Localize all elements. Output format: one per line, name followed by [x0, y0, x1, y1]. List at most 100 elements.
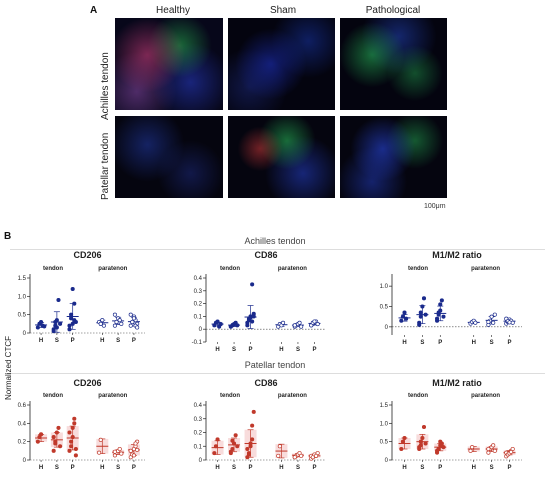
data-point [73, 446, 78, 452]
data-point [505, 452, 510, 457]
data-point [53, 441, 58, 446]
data-point [58, 321, 63, 326]
data-point [505, 319, 510, 325]
data-point [299, 324, 304, 329]
data-point [277, 322, 282, 327]
data-point [418, 443, 423, 448]
chart-title: M1/M2 ratio [432, 378, 482, 388]
data-point [67, 448, 72, 453]
y-tick-label: 0.5 [380, 305, 389, 311]
data-point [51, 327, 56, 332]
y-tick-label: 0.6 [18, 403, 27, 409]
data-point [312, 320, 317, 325]
group-label-tendon: tendon [408, 266, 428, 272]
data-point [489, 314, 494, 319]
y-tick-label: 0 [385, 325, 389, 331]
data-point [112, 449, 117, 454]
x-tick-label: P [312, 465, 316, 471]
group-label-paratenon: paratenon [278, 266, 307, 272]
data-point [276, 453, 281, 458]
data-point [218, 322, 223, 327]
data-point [251, 314, 256, 319]
data-point [131, 446, 136, 452]
x-tick-label: P [71, 465, 75, 471]
data-point [53, 323, 58, 328]
data-point [101, 323, 106, 328]
data-point [277, 444, 282, 449]
micrograph-pathological-achilles [340, 18, 447, 110]
y-tick-label: 0.2 [18, 440, 27, 446]
data-point [471, 318, 476, 323]
data-point [228, 449, 233, 454]
x-tick-label: H [215, 465, 219, 471]
data-point [509, 449, 514, 454]
data-point [402, 435, 407, 441]
group-label-paratenon: paratenon [98, 393, 127, 399]
data-point [418, 314, 423, 319]
data-point [507, 450, 512, 455]
data-point [400, 314, 405, 319]
data-point [251, 311, 256, 316]
chart-title: CD206 [73, 378, 101, 388]
data-point [232, 322, 237, 327]
data-point [42, 324, 47, 329]
data-point [135, 321, 140, 326]
data-point [246, 452, 252, 457]
data-point [487, 318, 493, 323]
x-tick-label: H [39, 338, 43, 344]
y-tick-label: 0.4 [18, 421, 27, 427]
y-tick-label: 0.5 [18, 313, 27, 319]
y-tick-label: 0 [23, 331, 27, 337]
data-point [438, 439, 443, 444]
data-point [504, 321, 509, 326]
x-tick-label: H [279, 347, 283, 353]
data-point [421, 296, 427, 301]
data-point [435, 316, 440, 321]
data-point [54, 318, 59, 323]
data-point [404, 316, 409, 321]
data-point [423, 441, 428, 446]
data-point [313, 452, 319, 457]
scale-bar-label: 100μm [424, 203, 446, 210]
data-point [420, 304, 425, 309]
x-tick-label: S [116, 338, 120, 344]
sd-band [35, 434, 48, 442]
data-point [297, 451, 302, 456]
data-point [217, 324, 222, 329]
data-point [51, 448, 56, 453]
data-point [131, 316, 136, 321]
data-point [441, 314, 446, 319]
data-point [436, 312, 441, 317]
data-point [119, 451, 124, 456]
micrograph-pathological-patellar [340, 116, 447, 198]
y-tick-label: 0.3 [194, 417, 203, 423]
data-point [309, 323, 314, 328]
data-point [233, 320, 238, 325]
data-point [72, 416, 77, 421]
data-point [435, 318, 440, 323]
data-point [310, 322, 315, 327]
sd-band [485, 446, 498, 452]
data-point [72, 421, 77, 426]
data-point [228, 451, 233, 456]
data-point [436, 310, 441, 315]
data-point [417, 322, 422, 327]
data-point [295, 322, 301, 327]
data-point [114, 319, 119, 325]
data-point [37, 321, 42, 326]
data-point [235, 323, 240, 328]
data-point [73, 319, 78, 325]
x-tick-label: H [39, 465, 43, 471]
sd-band [503, 450, 516, 455]
data-point [72, 301, 77, 306]
y-axis-label: Normalized CTCF [4, 335, 13, 400]
data-point [100, 318, 105, 323]
data-point [402, 310, 407, 315]
data-point [438, 308, 443, 313]
data-point [418, 310, 423, 315]
row-header-patellar: Patellar tendon [100, 132, 111, 200]
data-point [439, 444, 444, 449]
data-point [441, 445, 446, 450]
data-point [418, 439, 423, 444]
data-point [250, 319, 255, 324]
